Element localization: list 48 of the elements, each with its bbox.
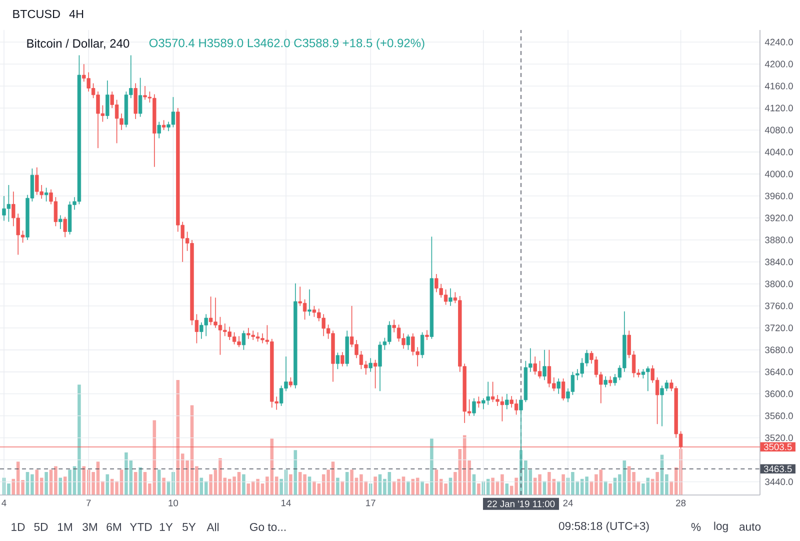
text: All [206, 522, 219, 532]
x-tick-label: 17 [366, 500, 376, 506]
x-tick-label: 24 [563, 500, 573, 506]
y-tick-label: 3520.0 [765, 434, 793, 442]
text: 3M [82, 522, 97, 531]
text: Go to... [250, 522, 286, 531]
text: 1D [12, 523, 25, 531]
ref-line-label: 3463.5 [764, 466, 792, 472]
annotation: Bitcoin / Dollar, 240 [27, 38, 130, 50]
text: 1M [58, 523, 72, 531]
y-tick-label: 3960.0 [765, 192, 793, 200]
y-tick-label: 3800.0 [765, 280, 793, 288]
x-tick-label: 14 [282, 500, 291, 506]
text: 6M [106, 522, 121, 531]
y-tick-label: 4160.0 [764, 82, 793, 90]
y-tick-label: 3760.0 [765, 302, 793, 310]
x-tick-label: 28 [676, 500, 686, 506]
y-tick-label: 3600.0 [765, 390, 793, 398]
y-tick-label: 3560.0 [765, 412, 793, 420]
chart-subtitle: 4H [69, 10, 84, 18]
y-tick-label: 4120.0 [764, 104, 793, 112]
ref-line-label: 3503.5 [764, 444, 792, 450]
x-tick-label: 7 [86, 500, 91, 506]
y-tick-label: 4240.0 [764, 38, 793, 46]
y-tick-label: 4000.0 [764, 170, 793, 178]
text: log [714, 522, 728, 532]
y-tick-label: 3440.0 [765, 478, 793, 486]
text: YTD [130, 523, 152, 531]
text: 1Y [160, 523, 173, 531]
y-tick-label: 4080.0 [764, 126, 793, 134]
y-tick-label: 3720.0 [765, 324, 793, 332]
text: 09:58:18 (UTC+3) [558, 522, 649, 532]
y-tick-label: 3680.0 [765, 346, 793, 354]
x-tick-label: 10 [168, 500, 178, 506]
y-tick-label: 4040.0 [764, 148, 793, 156]
text: 5D [34, 523, 48, 531]
text: auto [739, 523, 761, 531]
text: 5Y [182, 523, 196, 531]
annotation: O3570.4 H3589.0 L3462.0 C3588.9 +18.5 (+0.92%) [149, 38, 424, 50]
ref-line-label: 22 Jan '19 11:00 [487, 500, 555, 508]
y-tick-label: 3920.0 [765, 214, 793, 222]
y-tick-label: 3840.0 [765, 258, 793, 266]
chart-title: BTCUSD [13, 10, 60, 18]
y-tick-label: 3880.0 [765, 236, 793, 244]
x-tick-label: 4 [2, 500, 6, 506]
y-tick-label: 3640.0 [765, 368, 793, 376]
y-tick-label: 4200.0 [764, 60, 793, 68]
text: % [691, 523, 701, 531]
